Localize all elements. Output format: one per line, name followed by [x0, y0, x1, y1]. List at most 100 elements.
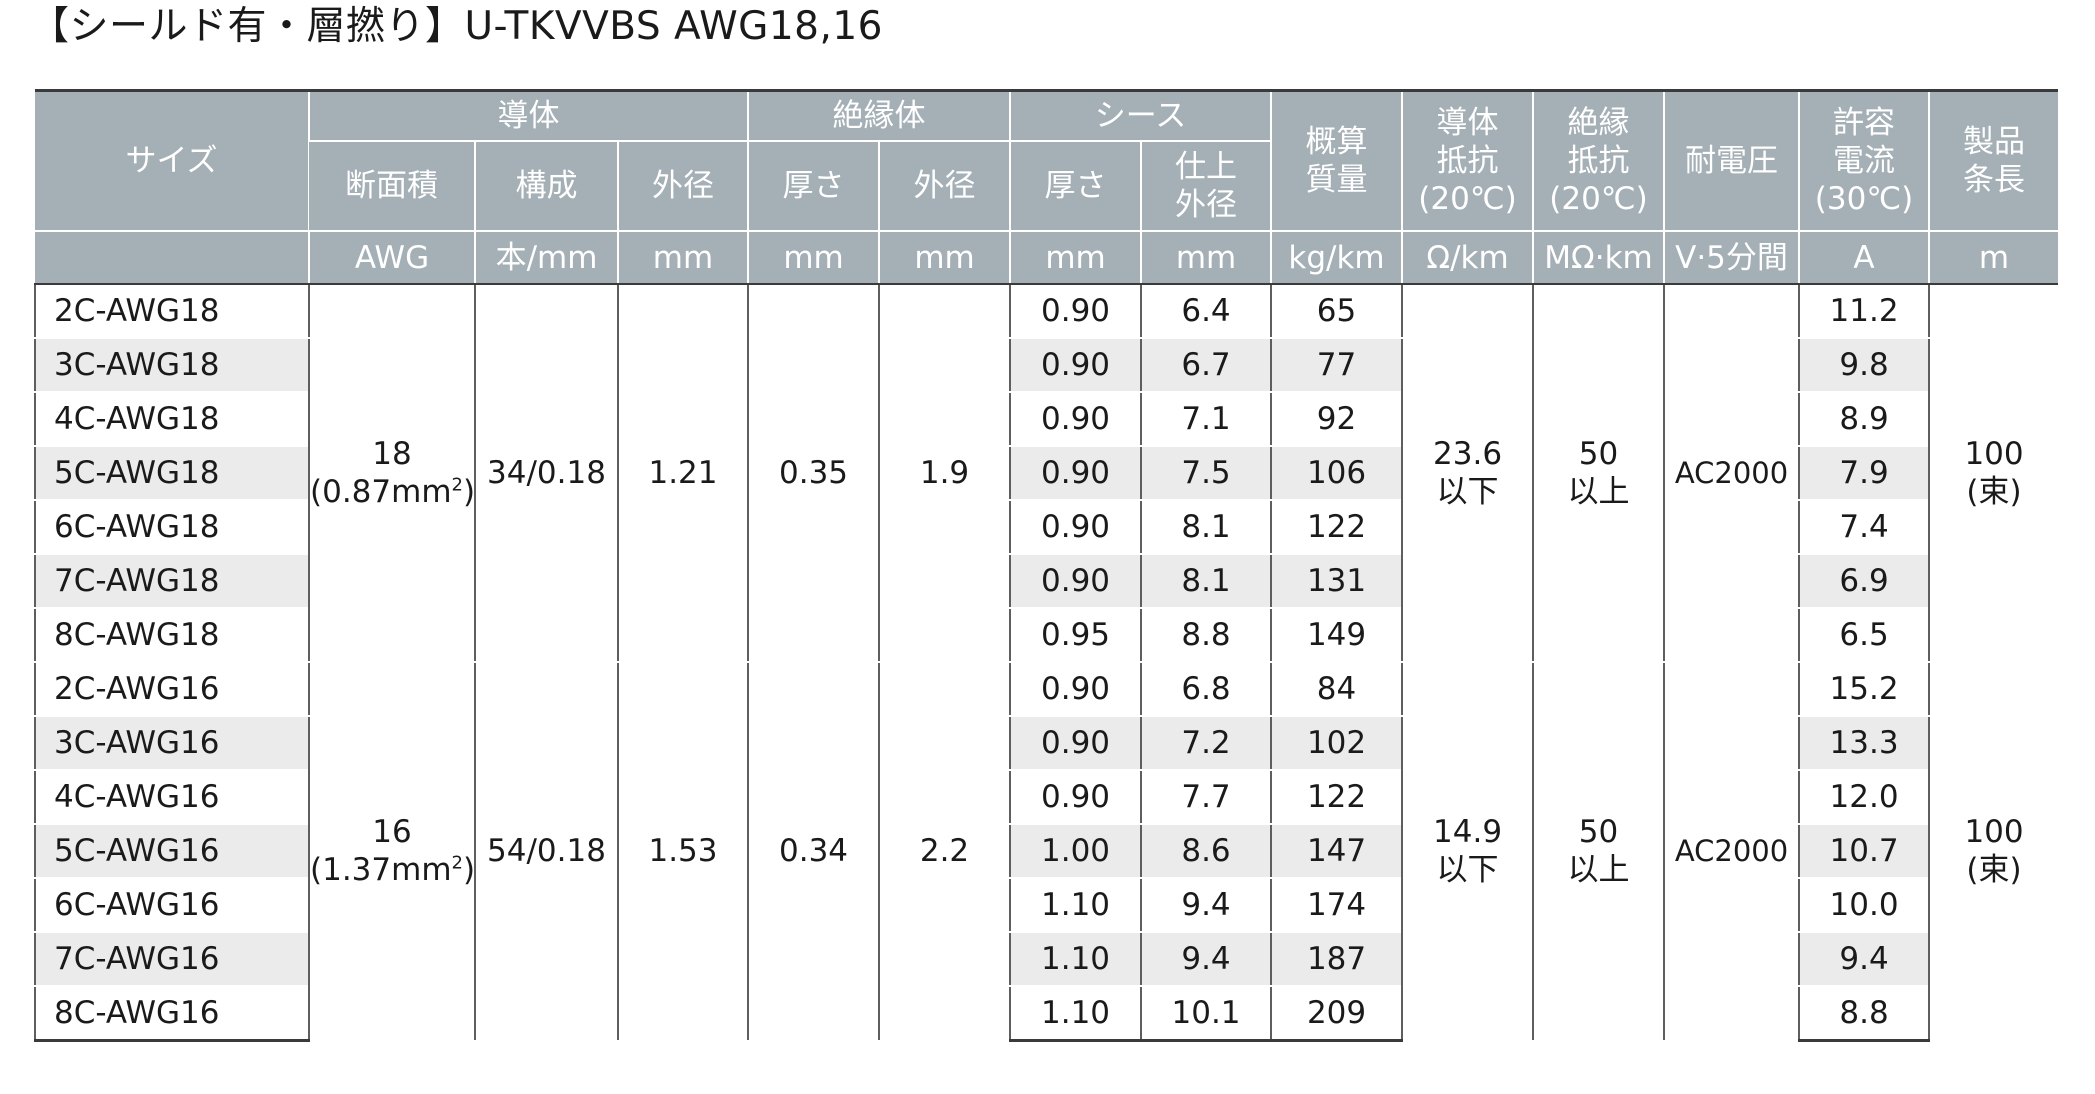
sheath-thickness-cell: 0.90 [1009, 500, 1142, 555]
cond-resistance-cell-line1: 14.9 [1433, 814, 1503, 851]
table-row: 5C-AWG18 0.90 7.5 106 7.9 [34, 446, 2058, 501]
weight-cell: 84 [1270, 661, 1403, 717]
current-cell: 10.7 [1798, 824, 1930, 879]
area-close: ) [462, 852, 475, 889]
header-cond-resistance-line2: 抵抗 [1436, 143, 1499, 179]
header-ins-resistance-line3: (20℃) [1549, 181, 1648, 217]
header-cond-resistance-line1: 導体 [1436, 105, 1499, 141]
cond-od-cell: 1.21 [616, 284, 749, 663]
header-ins-resistance-line2: 抵抗 [1567, 143, 1630, 179]
size-cell: 4C-AWG18 [34, 392, 309, 447]
withstand-cell: AC2000 [1663, 284, 1800, 663]
finish-od-cell: 8.6 [1140, 824, 1272, 879]
header-sheath-thickness: 厚さ [1009, 141, 1142, 232]
sheath-thickness-cell: 0.90 [1009, 284, 1142, 339]
current-cell: 9.8 [1798, 338, 1930, 393]
table-row: 2C-AWG18 18 (0.87mm2) 34/0.18 1.21 0.35 1.9 0.9… [34, 284, 2059, 663]
weight-cell: 122 [1270, 500, 1403, 555]
size-cell: 2C-AWG16 [34, 661, 309, 717]
sheath-thickness-cell: 1.00 [1009, 824, 1142, 879]
finish-od-cell: 7.7 [1140, 770, 1272, 825]
weight-cell: 77 [1270, 338, 1403, 393]
ins-od-cell: 1.9 [878, 284, 1011, 663]
weight-cell: 102 [1270, 716, 1403, 771]
unit-cross-section: AWG [308, 231, 475, 285]
current-cell: 13.3 [1798, 716, 1930, 771]
weight-cell: 106 [1270, 446, 1403, 501]
length-cell: 100 (束) [1928, 284, 2059, 663]
sheath-thickness-cell: 0.95 [1009, 608, 1142, 663]
header-cond-resistance: 導体 抵抗 (20℃) [1401, 89, 1534, 232]
finish-od-cell: 7.5 [1140, 446, 1272, 501]
current-cell: 6.9 [1798, 554, 1930, 609]
length-cell-line2: (束) [1966, 474, 2022, 510]
header-cond-resistance-line3: (20℃) [1418, 181, 1517, 217]
area-text: (0.87mm [310, 474, 452, 510]
header-sheath: シース [1009, 89, 1272, 142]
header-cross-section: 断面積 [309, 141, 475, 232]
unit-blank [35, 231, 309, 285]
size-cell: 5C-AWG16 [34, 824, 309, 879]
unit-length: m [1928, 231, 2059, 285]
current-cell: 10.0 [1798, 878, 1930, 933]
cond-resistance-cell-line1: 23.6 [1433, 436, 1503, 472]
unit-finish-od: mm [1140, 231, 1272, 285]
ins-resistance-cell: 50 以上 [1532, 284, 1665, 663]
ins-od-cell-line1: 2.2 [919, 833, 970, 870]
cond-od-cell: 1.53 [616, 661, 749, 1042]
finish-od-cell: 6.8 [1140, 661, 1272, 717]
length-cell-line2: (束) [1966, 852, 2022, 889]
header-finish-od-line1: 仕上 [1175, 149, 1238, 185]
sheath-thickness-cell: 0.90 [1009, 392, 1142, 447]
sheath-thickness-cell: 0.90 [1009, 661, 1142, 717]
area-text: (1.37mm [310, 852, 452, 889]
table-row: 4C-AWG18 0.90 7.1 92 8.9 [34, 392, 2058, 447]
table-row: 4C-AWG16 0.90 7.7 122 12.0 [34, 770, 2058, 825]
weight-cell: 147 [1270, 824, 1403, 879]
size-cell: 3C-AWG16 [34, 716, 309, 771]
header-withstand: 耐電圧 [1663, 89, 1800, 232]
header-weight-line2: 質量 [1305, 162, 1368, 198]
size-cell: 2C-AWG18 [34, 284, 309, 339]
table-row: 6C-AWG16 1.10 9.4 174 10.0 [34, 878, 2058, 933]
weight-cell: 65 [1270, 284, 1403, 339]
header-current-line3: (30℃) [1814, 181, 1914, 217]
current-cell: 11.2 [1798, 284, 1930, 339]
cond-resistance-cell: 23.6 以下 [1401, 284, 1534, 663]
header-length-line1: 製品 [1963, 124, 2026, 160]
ins-resistance-cell: 50 以上 [1532, 661, 1665, 1042]
table-header: サイズ 導体 絶縁体 シース 概算 質量 導体 抵抗 (20℃) 絶縁 抵抗 (… [35, 89, 2059, 285]
weight-cell: 187 [1270, 932, 1403, 987]
unit-sheath-thickness: mm [1009, 231, 1142, 285]
finish-od-cell: 6.4 [1140, 284, 1272, 339]
finish-od-cell: 8.1 [1140, 554, 1272, 609]
ins-resistance-cell-line1: 50 [1578, 436, 1619, 472]
unit-current: A [1798, 231, 1930, 285]
size-cell: 7C-AWG18 [34, 554, 309, 609]
sheath-thickness-cell: 1.10 [1009, 986, 1142, 1042]
current-cell: 8.8 [1798, 986, 1930, 1042]
ins-thickness-cell: 0.34 [747, 661, 880, 1042]
area-close: ) [462, 474, 475, 510]
length-cell-line1: 100 [1964, 814, 2024, 851]
finish-od-cell: 7.1 [1140, 392, 1272, 447]
table-row: 8C-AWG18 0.95 8.8 149 6.5 [34, 608, 2058, 663]
cond-resistance-cell-line2: 以下 [1436, 852, 1499, 889]
cond-od-cell-line1: 1.53 [648, 833, 718, 870]
ins-resistance-cell-line2: 以上 [1567, 474, 1630, 510]
header-ins-resistance: 絶縁 抵抗 (20℃) [1532, 89, 1665, 232]
sheath-thickness-cell: 0.90 [1009, 716, 1142, 771]
ins-thickness-cell: 0.35 [747, 284, 880, 663]
size-cell: 4C-AWG16 [34, 770, 309, 825]
construction-cell: 34/0.18 [474, 284, 618, 663]
header-insulation: 絶縁体 [747, 89, 1011, 142]
header-construction: 構成 [474, 141, 618, 232]
unit-weight: kg/km [1270, 231, 1403, 285]
size-cell: 8C-AWG18 [34, 608, 309, 663]
header-ins-resistance-line1: 絶縁 [1567, 105, 1630, 141]
header-current-line1: 許容 [1833, 105, 1896, 141]
finish-od-cell: 8.1 [1140, 500, 1272, 555]
current-cell: 9.4 [1798, 932, 1930, 987]
size-cell: 8C-AWG16 [34, 986, 309, 1042]
size-cell: 6C-AWG18 [34, 500, 309, 555]
